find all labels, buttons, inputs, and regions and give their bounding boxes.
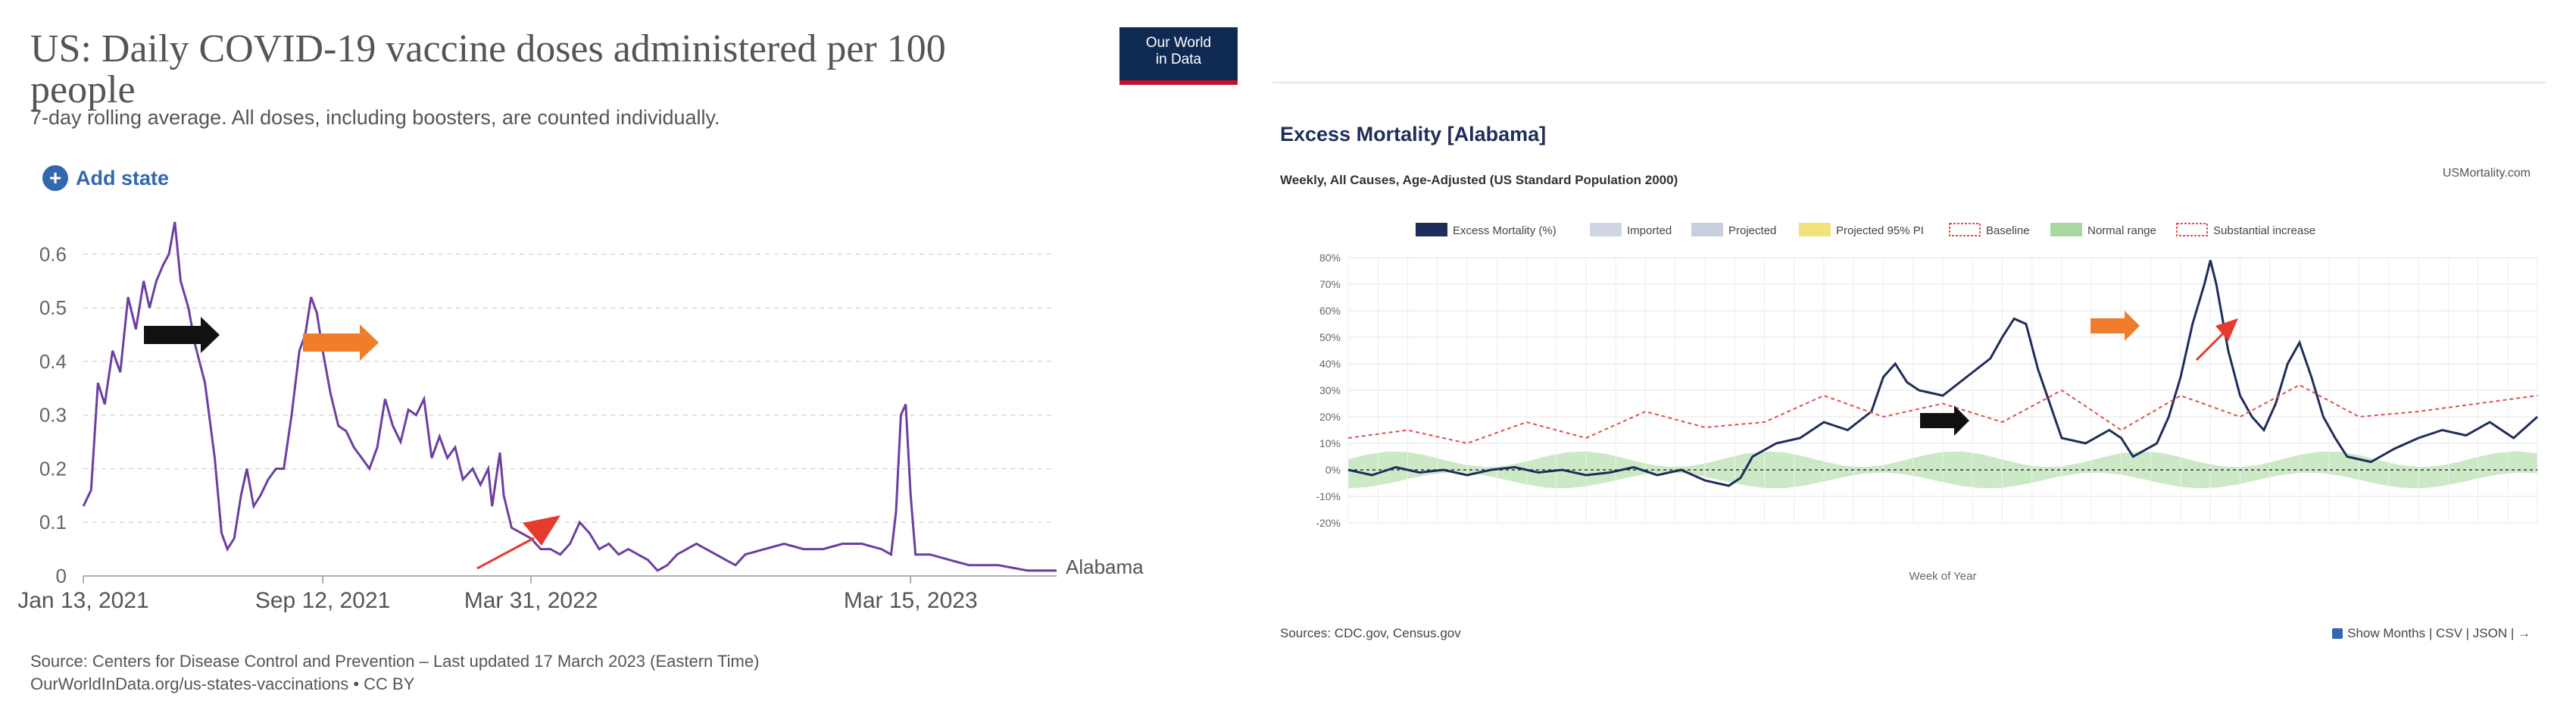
legend-swatch bbox=[1416, 223, 1447, 236]
y-tick-label: 0.3 bbox=[39, 404, 67, 427]
y-tick-label: 0.4 bbox=[39, 350, 67, 373]
legend-label: Projected bbox=[1728, 224, 1776, 237]
legend-label: Imported bbox=[1627, 224, 1672, 237]
series-label: Alabama bbox=[1066, 555, 1144, 578]
brand-link[interactable]: USMortality.com bbox=[2442, 167, 2531, 180]
x-tick-label: Sep 12, 2021 bbox=[255, 588, 391, 613]
legend-label: Substantial increase bbox=[2213, 224, 2315, 237]
y-tick-label: 0.2 bbox=[39, 457, 67, 480]
add-state-label: Add state bbox=[76, 166, 170, 189]
legend-swatch bbox=[1590, 223, 1622, 236]
y-tick-label: 40% bbox=[1319, 358, 1341, 370]
owid-logo[interactable]: Our World in Data bbox=[1119, 27, 1238, 85]
y-tick-label: 0.5 bbox=[39, 296, 67, 319]
series-line-excess-mortality bbox=[1347, 260, 2538, 487]
series-line-alabama bbox=[82, 221, 1057, 572]
chart-subtitle: Weekly, All Causes, Age-Adjusted (US Sta… bbox=[1280, 173, 1678, 187]
legend-swatch bbox=[1691, 223, 1723, 236]
export-links-label[interactable]: Show Months | CSV | JSON | → bbox=[2347, 626, 2531, 640]
legend-label: Projected 95% PI bbox=[1836, 224, 1924, 237]
red-arrow-shaft bbox=[2195, 332, 2225, 361]
source-note: Sources: CDC.gov, Census.gov bbox=[1280, 626, 1461, 640]
legend-label: Excess Mortality (%) bbox=[1453, 224, 1557, 237]
source-note: Source: Centers for Disease Control and … bbox=[30, 650, 1166, 696]
legend-swatch bbox=[1799, 223, 1831, 236]
vaccine-line-chart: 0 0.1 0.2 0.3 0.4 0.5 0.6 Jan 13, 2021 Sep 12, 2… bbox=[17, 221, 1144, 613]
logo-line-1: Our World bbox=[1145, 35, 1212, 51]
x-tick-label: Jan 13, 2021 bbox=[17, 588, 148, 613]
y-tick-label: 80% bbox=[1319, 252, 1341, 264]
x-tick-label: Mar 15, 2023 bbox=[844, 588, 978, 613]
owid-chart-panel: US: Daily COVID-19 vaccine doses adminis… bbox=[0, 0, 1250, 726]
excess-mortality-panel: Excess Mortality [Alabama] Weekly, All C… bbox=[1257, 0, 2576, 726]
plus-circle-icon: + bbox=[42, 165, 68, 191]
y-tick-label: 10% bbox=[1319, 437, 1341, 449]
legend-label: Baseline bbox=[1986, 224, 2030, 237]
orange-arrow-annotation bbox=[303, 324, 379, 361]
add-state-button[interactable]: + Add state bbox=[42, 165, 169, 191]
y-tick-label: 70% bbox=[1319, 278, 1341, 290]
chart-title: US: Daily COVID-19 vaccine doses adminis… bbox=[30, 27, 946, 111]
y-tick-label: 0.1 bbox=[39, 511, 67, 534]
source-line-2: OurWorldInData.org/us-states-vaccination… bbox=[30, 674, 415, 693]
y-tick-label: -20% bbox=[1316, 517, 1341, 529]
y-tick-label: 20% bbox=[1319, 411, 1341, 423]
source-line-1: Source: Centers for Disease Control and … bbox=[30, 652, 760, 671]
red-arrow-head bbox=[2215, 318, 2238, 341]
series-line-baseline bbox=[1347, 383, 2538, 445]
excess-mortality-chart: Excess Mortality (%) Imported Projected Pro… bbox=[1316, 223, 2538, 583]
x-tick-label: Mar 31, 2022 bbox=[464, 588, 598, 613]
y-tick-label: 50% bbox=[1319, 331, 1341, 343]
legend-swatch bbox=[2176, 223, 2208, 236]
x-axis-label: Week of Year bbox=[1909, 570, 1977, 583]
y-tick-label: 60% bbox=[1319, 305, 1341, 317]
export-links[interactable]: Show Months | CSV | JSON | → bbox=[2332, 626, 2531, 641]
legend-swatch bbox=[2050, 223, 2082, 236]
black-arrow-annotation bbox=[1920, 405, 1969, 436]
y-tick-label: 0 bbox=[56, 565, 67, 587]
y-tick-label: 0% bbox=[1325, 464, 1341, 476]
logo-line-2: in Data bbox=[1155, 52, 1202, 67]
chart-subtitle: 7-day rolling average. All doses, includ… bbox=[30, 106, 720, 129]
top-divider bbox=[1272, 82, 2546, 83]
y-tick-label: 30% bbox=[1319, 384, 1341, 396]
legend-label: Normal range bbox=[2087, 224, 2156, 237]
y-tick-label: -10% bbox=[1316, 490, 1341, 502]
orange-arrow-annotation bbox=[2090, 311, 2140, 341]
chart-title: Excess Mortality [Alabama] bbox=[1280, 123, 1547, 146]
legend-swatch bbox=[1949, 223, 1981, 236]
y-tick-label: 0.6 bbox=[39, 243, 67, 265]
red-arrow-head bbox=[523, 515, 560, 546]
checkbox-icon[interactable] bbox=[2332, 628, 2343, 639]
black-arrow-annotation bbox=[144, 317, 220, 353]
red-arrow-shaft bbox=[476, 537, 535, 570]
